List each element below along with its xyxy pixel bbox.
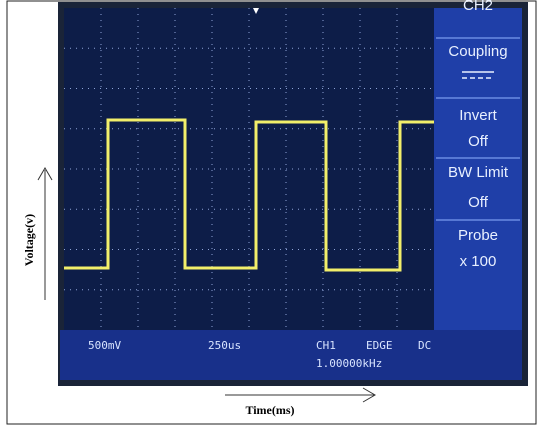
menu-label: Probe	[458, 227, 498, 244]
y-axis-label: Voltage(v)	[22, 214, 36, 266]
menu-value: Off	[468, 194, 489, 211]
menu-label: Invert	[459, 107, 497, 124]
time-div: 250us	[208, 339, 241, 352]
channel-label: CH2	[463, 0, 493, 14]
x-axis-label: Time(ms)	[245, 403, 294, 417]
page: CH2 Coupling Invert Off BW Limit Off Pro…	[0, 0, 542, 426]
menu-value: Off	[468, 133, 489, 150]
volts-div: 500mV	[88, 339, 121, 352]
menu-label: BW Limit	[448, 164, 509, 181]
menu-label: Coupling	[448, 43, 507, 60]
frequency: 1.00000kHz	[316, 357, 382, 370]
trigger-type: EDGE	[366, 339, 393, 352]
trigger-coupling: DC	[418, 339, 431, 352]
menu-value: x 100	[460, 253, 497, 270]
status-bar	[60, 330, 522, 380]
trigger-source: CH1	[316, 339, 336, 352]
